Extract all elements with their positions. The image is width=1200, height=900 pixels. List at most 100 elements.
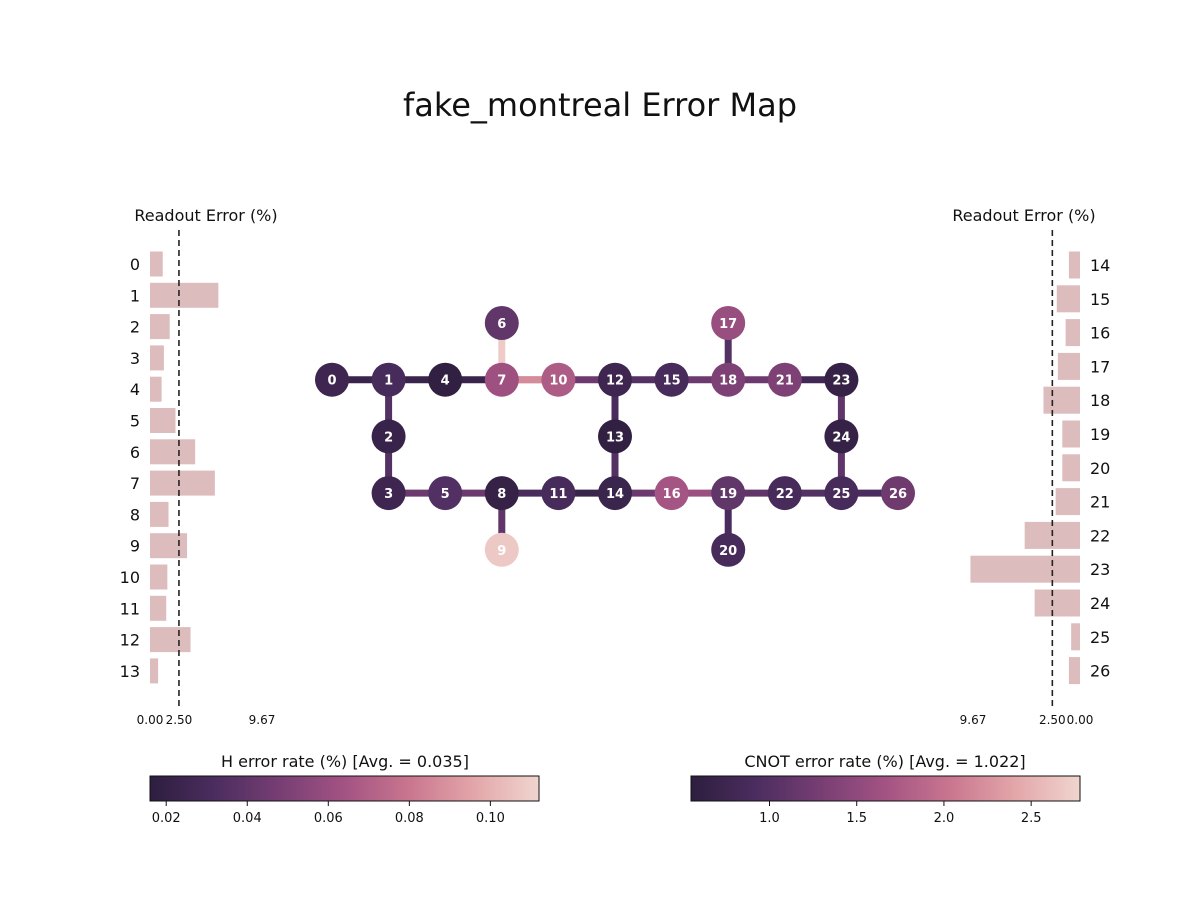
qubit-node-label: 1 [384, 374, 393, 389]
readout-bar [1055, 488, 1080, 516]
readout-bar [150, 408, 176, 433]
qubit-node [484, 362, 519, 397]
qubit-node-label: 2 [384, 430, 393, 445]
qubit-node [711, 476, 746, 511]
qubit-label: 10 [120, 568, 140, 587]
tick-label: 9.67 [960, 713, 987, 727]
qubit-node-label: 26 [889, 487, 907, 502]
qubit-label: 12 [120, 631, 140, 650]
qubit-label: 9 [130, 537, 140, 556]
tick-label: 2.50 [1039, 713, 1066, 727]
qubit-node [711, 532, 746, 567]
left-readout-bars [150, 251, 219, 684]
colorbar-tick-label: 1.0 [759, 811, 780, 826]
colorbar-tick-label: 0.10 [476, 811, 505, 826]
qubit-node-label: 7 [497, 374, 506, 389]
qubit-node [654, 362, 689, 397]
qubit-node-label: 14 [606, 487, 624, 502]
qubit-nodes: 0 123456789101112131415161718192021222324… [315, 306, 915, 567]
qubit-label: 18 [1090, 391, 1110, 410]
tick-label: 0.00 [137, 713, 164, 727]
h-error-colorbar: H error rate (%) [Avg. = 0.035] 0.02 0.04… [149, 752, 540, 826]
qubit-node [881, 476, 915, 511]
readout-bar [1062, 454, 1080, 482]
colorbar-tick-label: 0.06 [314, 811, 343, 826]
readout-bar [1062, 420, 1080, 448]
readout-bar [1065, 319, 1080, 347]
qubit-node-label: 15 [663, 374, 681, 389]
right-readout-title: Readout Error (%) [952, 206, 1095, 225]
qubit-node-label: 9 [497, 544, 506, 559]
qubit-node-label: 11 [549, 487, 567, 502]
h-colorbar-gradient [149, 775, 540, 802]
readout-bar [1034, 589, 1080, 617]
qubit-node [598, 419, 632, 454]
h-colorbar-ticks: 0.02 0.04 0.06 0.08 0.10 [152, 801, 505, 826]
qubit-node [428, 362, 463, 397]
qubit-label: 23 [1090, 560, 1110, 579]
qubit-node-label: 18 [719, 374, 737, 389]
colorbar-tick-label: 0.04 [233, 811, 262, 826]
qubit-node-label: 8 [497, 487, 506, 502]
qubit-label: 2 [130, 318, 140, 337]
qubit-node [711, 306, 746, 340]
qubit-node [541, 362, 576, 397]
qubit-label: 17 [1090, 357, 1110, 376]
qubit-label: 0 [130, 255, 140, 274]
readout-bar [1056, 285, 1080, 313]
qubit-label: 13 [120, 662, 140, 681]
readout-bar [150, 564, 168, 590]
tick-label: 2.50 [166, 713, 193, 727]
readout-bar [150, 345, 164, 371]
qubit-label: 4 [130, 380, 140, 399]
colorbar-tick-label: 0.08 [395, 811, 424, 826]
tick-label: 0.00 [1067, 713, 1094, 727]
readout-bar [150, 595, 167, 621]
qubit-node-label: 23 [832, 374, 850, 389]
readout-bar [150, 533, 188, 559]
qubit-label: 6 [130, 443, 140, 462]
qubit-label: 20 [1090, 459, 1110, 478]
qubit-label: 8 [130, 505, 140, 524]
qubit-node [371, 476, 406, 511]
qubit-node-label: 0 [327, 374, 336, 389]
qubit-node [598, 476, 632, 511]
readout-bar [1068, 657, 1080, 685]
qubit-node [824, 476, 859, 511]
readout-bar [970, 555, 1080, 583]
qubit-node [767, 362, 802, 397]
qubit-node [654, 476, 689, 511]
qubit-label: 26 [1090, 662, 1110, 681]
qubit-node-label: 22 [776, 487, 794, 502]
readout-bar [150, 627, 191, 653]
qubit-label: 1 [130, 286, 140, 305]
readout-bar [150, 282, 219, 308]
qubit-node [371, 362, 406, 397]
qubit-node [315, 362, 349, 397]
readout-bar [1071, 623, 1080, 651]
h-colorbar-label: H error rate (%) [Avg. = 0.035] [221, 752, 469, 771]
colorbar-tick-label: 0.02 [152, 811, 181, 826]
qubit-label: 14 [1090, 256, 1110, 275]
qubit-node-label: 4 [441, 374, 450, 389]
cnot-error-colorbar: CNOT error rate (%) [Avg. = 1.022] 1.0 1.… [690, 752, 1081, 826]
cnot-colorbar-gradient [690, 775, 1081, 802]
qubit-node-label: 17 [719, 317, 737, 332]
figure-title: fake_montreal Error Map [403, 86, 797, 124]
right-qubit-labels: 14 15 16 17 18 19 20 21 22 23 24 25 26 [1090, 256, 1110, 681]
qubit-node [824, 419, 859, 454]
qubit-node [767, 476, 802, 511]
readout-bar [150, 501, 169, 527]
qubit-label: 3 [130, 349, 140, 368]
qubit-node-label: 6 [497, 317, 506, 332]
qubit-node-label: 12 [606, 374, 624, 389]
left-readout-ticks: 0.00 2.50 9.67 [137, 713, 276, 727]
qubit-node-label: 3 [384, 487, 393, 502]
readout-bar [1057, 352, 1080, 380]
qubit-node-label: 20 [719, 544, 737, 559]
qubit-node-label: 24 [832, 430, 850, 445]
qubit-label: 15 [1090, 290, 1110, 309]
qubit-node-label: 19 [719, 487, 737, 502]
